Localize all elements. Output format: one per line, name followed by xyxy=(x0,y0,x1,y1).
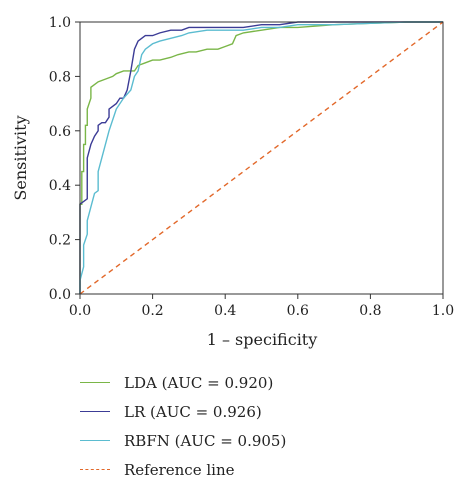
legend: LDA (AUC = 0.920) LR (AUC = 0.926) RBFN … xyxy=(80,368,286,484)
legend-swatch-reference xyxy=(80,469,110,470)
series-layer xyxy=(79,21,444,295)
x-tick-label: 0.4 xyxy=(214,303,236,319)
y-tick-label: 0.8 xyxy=(49,69,71,85)
legend-item-lr: LR (AUC = 0.926) xyxy=(80,397,286,426)
x-axis-title: 1 – specificity xyxy=(207,330,318,349)
y-tick-label: 1.0 xyxy=(49,15,71,31)
legend-label-reference: Reference line xyxy=(124,460,235,479)
legend-label-lda: LDA (AUC = 0.920) xyxy=(124,373,274,392)
series-line-lda xyxy=(79,21,443,294)
legend-item-rbfn: RBFN (AUC = 0.905) xyxy=(80,426,286,455)
legend-swatch-rbfn xyxy=(80,440,110,441)
x-tick-label: 0.6 xyxy=(287,303,309,319)
legend-label-lr: LR (AUC = 0.926) xyxy=(124,402,262,421)
legend-item-reference: Reference line xyxy=(80,455,286,484)
y-axis-title: Sensitivity xyxy=(11,115,30,200)
y-tick-label: 0.2 xyxy=(49,233,71,249)
x-tick-label: 0.0 xyxy=(69,303,91,319)
y-axis: 0.0 0.2 0.4 0.6 0.8 1.0 xyxy=(49,15,80,303)
x-tick-label: 0.8 xyxy=(359,303,381,319)
series-line-lr xyxy=(79,21,443,294)
roc-chart: 0.0 0.2 0.4 0.6 0.8 1.0 0.0 0.2 0.4 0.6 0.8 1.0 1 … xyxy=(11,15,454,349)
y-tick-label: 0.0 xyxy=(49,287,71,303)
x-tick-label: 1.0 xyxy=(432,303,454,319)
legend-label-rbfn: RBFN (AUC = 0.905) xyxy=(124,431,287,450)
series-line-rbfn xyxy=(79,21,443,294)
legend-swatch-lr xyxy=(80,411,110,412)
legend-swatch-lda xyxy=(80,382,110,383)
plot-frame xyxy=(79,21,444,295)
x-tick-label: 0.2 xyxy=(141,303,163,319)
series-line-reference xyxy=(79,21,444,295)
y-tick-label: 0.6 xyxy=(49,124,71,140)
x-axis: 0.0 0.2 0.4 0.6 0.8 1.0 xyxy=(69,294,454,319)
legend-item-lda: LDA (AUC = 0.920) xyxy=(80,368,286,397)
y-tick-label: 0.4 xyxy=(49,178,71,194)
